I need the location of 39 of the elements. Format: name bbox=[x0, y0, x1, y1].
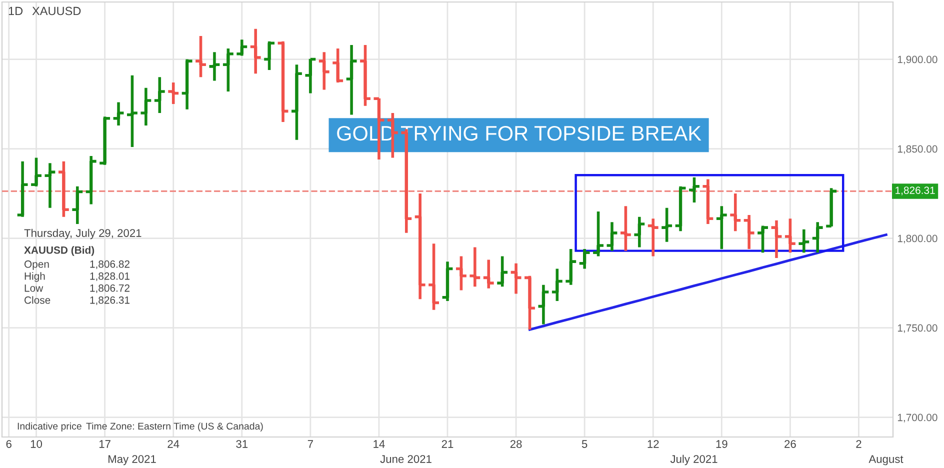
annotation: 1,806.72 bbox=[90, 284, 130, 294]
annotation: Thursday, July 29, 2021 bbox=[24, 228, 142, 240]
annotation: Low bbox=[24, 284, 44, 292]
x-tick-label: 24 bbox=[168, 440, 180, 448]
text: June 2021 bbox=[380, 455, 432, 463]
x-tick-label: 21 bbox=[442, 440, 454, 448]
x-tick-label: 28 bbox=[510, 440, 522, 448]
x-tick-label: 5 bbox=[582, 440, 588, 448]
x-tick-label: 7 bbox=[308, 440, 313, 448]
line-series bbox=[528, 233, 888, 331]
x-tick-label: 19 bbox=[716, 440, 728, 448]
annotation: 1,806.82 bbox=[90, 260, 130, 270]
y-tick-label: 1,900.00 bbox=[898, 56, 938, 64]
annotation: High bbox=[24, 272, 45, 282]
y-tick-label: 1,850.00 bbox=[898, 145, 938, 154]
y-tick-label: 1,700.00 bbox=[898, 414, 938, 422]
annotation: Open bbox=[24, 260, 49, 270]
text: May 2021 bbox=[108, 455, 156, 466]
x-tick-label: 26 bbox=[784, 440, 796, 448]
annotation: Close bbox=[24, 296, 50, 304]
x-tick-label: 10 bbox=[30, 440, 42, 448]
annotation: 1,828.01 bbox=[90, 272, 130, 282]
x-tick-label: 14 bbox=[374, 440, 385, 448]
annotation: Indicative price bbox=[18, 422, 82, 432]
y-tick-label: 1,800.00 bbox=[898, 234, 938, 244]
annotation: 1D bbox=[8, 6, 23, 16]
annotation: XAUUSD (Bid) bbox=[24, 246, 94, 256]
text: August bbox=[868, 455, 904, 466]
annotation: 1,826.31 bbox=[90, 296, 130, 306]
x-tick-label: 12 bbox=[648, 440, 659, 448]
annotation: Time Zone: Eastern Time (US & Canada) bbox=[86, 422, 263, 432]
x-tick-label: 31 bbox=[236, 440, 248, 448]
text: July 2021 bbox=[670, 454, 718, 466]
ref-line-label: 1,826.31 bbox=[896, 186, 935, 196]
x-tick-label: 2 bbox=[856, 440, 862, 448]
annotation: XAUUSD bbox=[32, 6, 81, 16]
x-tick-label: 17 bbox=[99, 440, 110, 448]
x-tick-label: 6 bbox=[6, 440, 12, 448]
y-tick-label: 1,750.00 bbox=[898, 324, 938, 333]
